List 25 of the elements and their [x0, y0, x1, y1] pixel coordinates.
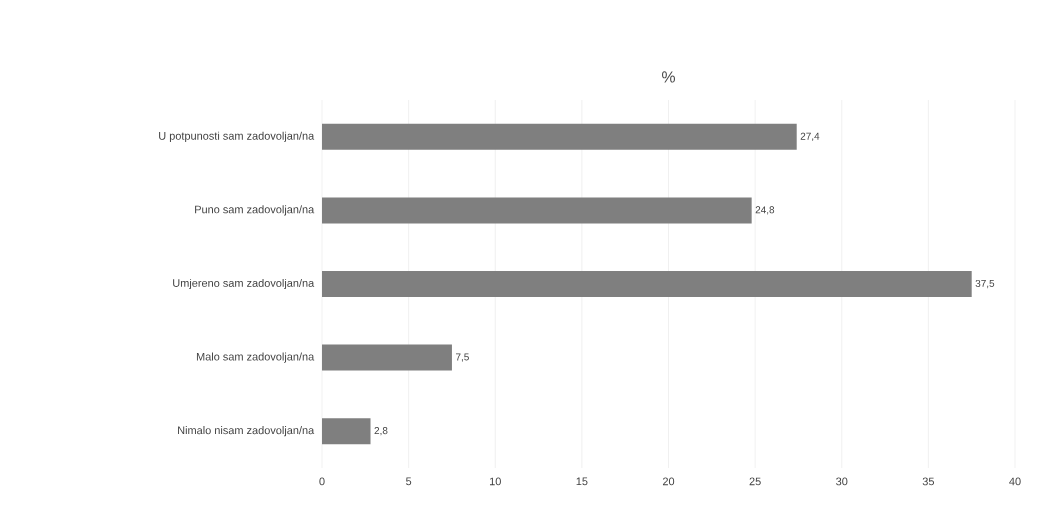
x-tick-label: 40 [1009, 477, 1021, 486]
bar [322, 344, 452, 371]
x-tick-label: 0 [319, 477, 325, 486]
data-label: 24,8 [755, 206, 775, 215]
bar [322, 271, 972, 297]
x-tick-label: 10 [489, 477, 501, 486]
y-tick-label: Nimalo nisam zadovoljan/na [178, 426, 315, 437]
x-tick-label: 20 [662, 477, 675, 486]
data-label: 7,5 [455, 353, 469, 362]
bar [322, 418, 371, 445]
data-label: 37,5 [975, 279, 995, 289]
y-tick-label: Puno sam zadovoljan/na [195, 205, 315, 216]
x-tick-label: 30 [836, 477, 848, 486]
x-tick-label: 5 [406, 477, 412, 486]
x-tick-label: 15 [576, 477, 588, 486]
x-tick-label: 25 [749, 477, 761, 486]
x-tick-label: 35 [922, 477, 934, 486]
chart-title: % [661, 71, 676, 83]
bar [322, 123, 797, 150]
y-tick-label: Malo sam zadovoljan/na [196, 352, 315, 363]
data-label: 2,8 [374, 427, 388, 436]
y-tick-label: U potpunosti sam zadovoljan/na [159, 131, 315, 142]
y-tick-label: Umjereno sam zadovoljan/na [173, 278, 315, 290]
data-label: 27,4 [800, 132, 820, 141]
bar [322, 197, 752, 224]
